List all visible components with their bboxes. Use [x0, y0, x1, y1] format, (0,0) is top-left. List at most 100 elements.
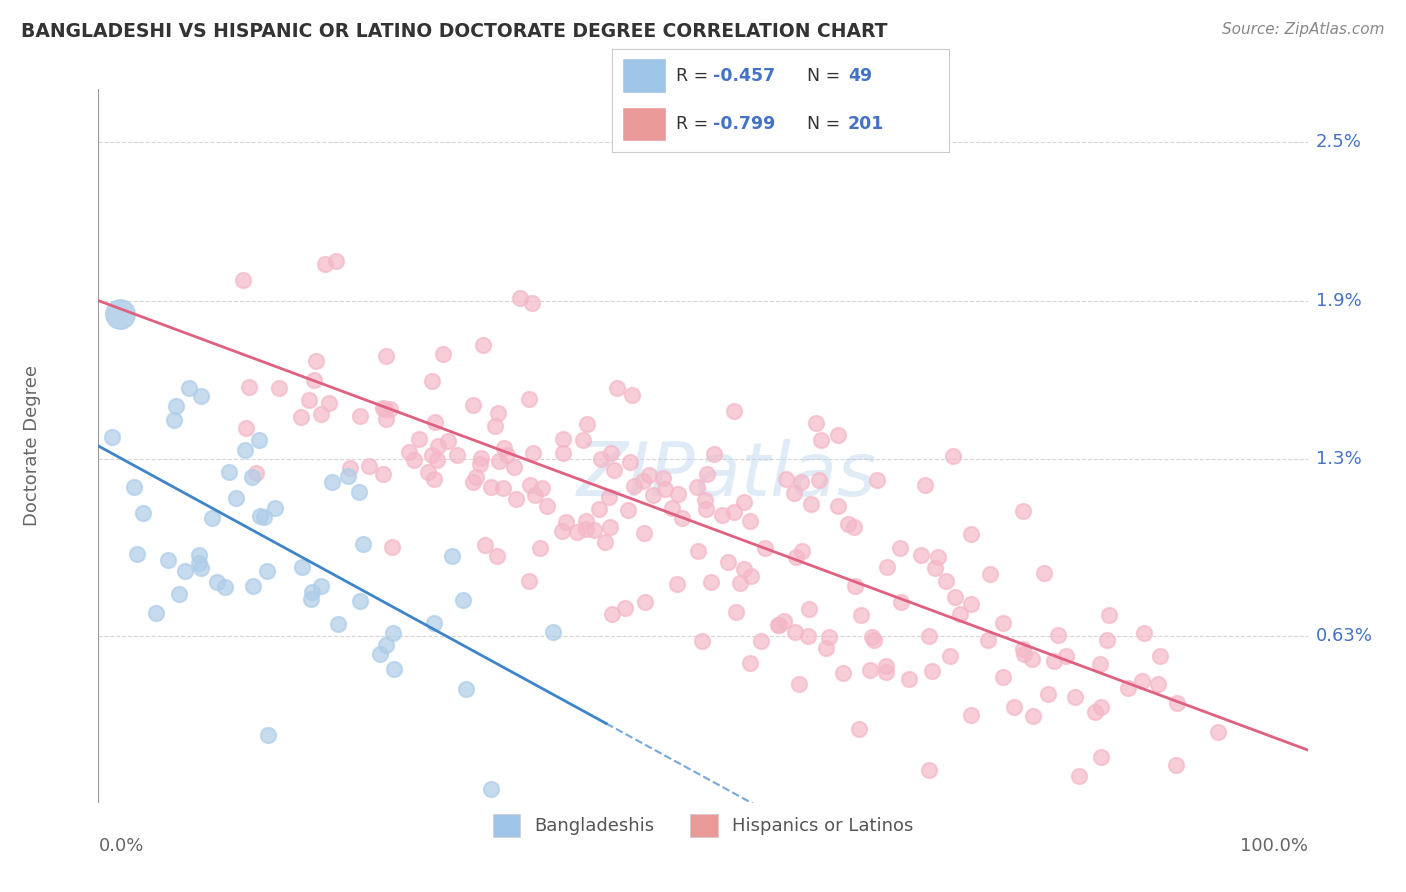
Point	[156, 552, 179, 566]
Text: 1.9%: 1.9%	[1316, 292, 1361, 310]
Point	[408, 433, 430, 447]
Point	[723, 404, 745, 418]
Point	[631, 474, 654, 488]
Point	[373, 401, 395, 415]
Point	[1084, 705, 1107, 719]
Text: Source: ZipAtlas.com: Source: ZipAtlas.com	[1222, 22, 1385, 37]
Point	[960, 527, 983, 541]
Point	[600, 607, 623, 621]
Point	[589, 451, 612, 466]
Point	[214, 580, 236, 594]
Point	[949, 607, 972, 621]
Point	[1090, 750, 1112, 764]
Point	[486, 549, 509, 563]
Point	[486, 406, 509, 420]
Text: -0.799: -0.799	[713, 115, 775, 133]
Point	[505, 492, 527, 507]
Point	[1088, 657, 1111, 671]
Point	[205, 574, 228, 589]
Point	[451, 593, 474, 607]
Point	[790, 475, 813, 489]
Point	[298, 392, 321, 407]
Point	[127, 547, 149, 561]
Point	[398, 445, 420, 459]
Point	[1147, 677, 1170, 691]
Point	[420, 374, 443, 388]
Point	[302, 373, 325, 387]
Point	[890, 595, 912, 609]
Point	[374, 401, 396, 416]
Point	[1012, 641, 1035, 656]
Point	[326, 616, 349, 631]
Point	[634, 595, 657, 609]
Point	[738, 514, 761, 528]
Point	[738, 656, 761, 670]
Point	[977, 633, 1000, 648]
Point	[1022, 709, 1045, 723]
Point	[368, 647, 391, 661]
Point	[1166, 758, 1188, 772]
Point	[132, 506, 155, 520]
Point	[352, 537, 374, 551]
Point	[619, 455, 641, 469]
Point	[349, 409, 371, 424]
Point	[866, 473, 889, 487]
Point	[960, 707, 983, 722]
Point	[349, 593, 371, 607]
Point	[325, 254, 347, 268]
Point	[668, 487, 690, 501]
Point	[464, 470, 486, 484]
Point	[553, 445, 575, 459]
Point	[831, 665, 853, 680]
Point	[754, 541, 776, 555]
Point	[517, 574, 540, 589]
Point	[468, 457, 491, 471]
Point	[768, 617, 790, 632]
Text: BANGLADESHI VS HISPANIC OR LATINO DOCTORATE DEGREE CORRELATION CHART: BANGLADESHI VS HISPANIC OR LATINO DOCTOR…	[21, 22, 887, 41]
Point	[301, 585, 323, 599]
Point	[710, 508, 733, 522]
Point	[492, 481, 515, 495]
Point	[318, 396, 340, 410]
Text: N =: N =	[807, 67, 846, 85]
Point	[187, 557, 209, 571]
Point	[921, 664, 943, 678]
Point	[1012, 647, 1035, 661]
Point	[783, 624, 806, 639]
Point	[337, 469, 360, 483]
Text: R =: R =	[676, 115, 713, 133]
Point	[686, 544, 709, 558]
Point	[479, 480, 502, 494]
Point	[860, 630, 883, 644]
Point	[875, 665, 897, 679]
Point	[290, 409, 312, 424]
Point	[145, 606, 167, 620]
Point	[849, 607, 872, 622]
Point	[375, 349, 398, 363]
Point	[723, 505, 745, 519]
Point	[509, 292, 531, 306]
Text: 0.0%: 0.0%	[98, 838, 143, 855]
Point	[696, 467, 718, 481]
Point	[804, 416, 827, 430]
Point	[616, 503, 638, 517]
Point	[939, 649, 962, 664]
FancyBboxPatch shape	[621, 106, 665, 141]
Point	[502, 459, 524, 474]
Point	[519, 478, 541, 492]
Point	[602, 463, 624, 477]
Point	[551, 524, 574, 538]
Point	[309, 407, 332, 421]
Point	[488, 454, 510, 468]
Point	[1054, 649, 1077, 664]
Point	[524, 488, 547, 502]
Point	[378, 402, 401, 417]
Point	[1064, 690, 1087, 705]
Point	[418, 465, 440, 479]
Point	[1130, 674, 1153, 689]
Point	[441, 549, 464, 563]
Point	[536, 499, 558, 513]
Point	[817, 630, 839, 644]
Point	[188, 548, 211, 562]
Point	[914, 478, 936, 492]
